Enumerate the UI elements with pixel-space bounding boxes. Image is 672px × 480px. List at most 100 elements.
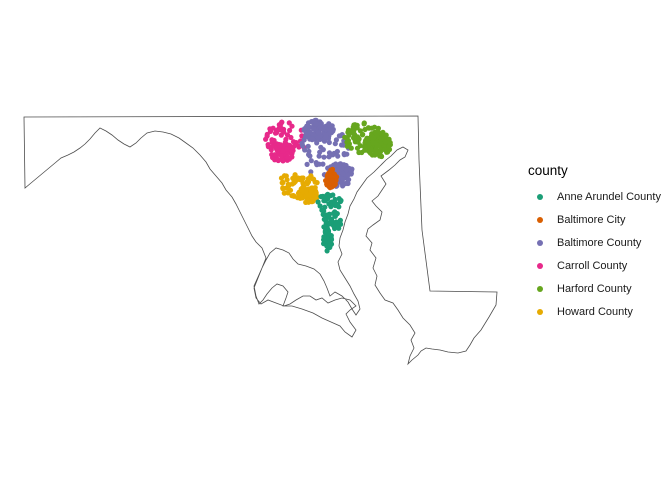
- map-point: [288, 134, 294, 141]
- legend-key: [528, 235, 548, 251]
- map-point: [273, 152, 279, 158]
- map-point: [296, 176, 303, 183]
- map-point: [322, 198, 328, 204]
- map-point: [286, 182, 292, 188]
- map-point: [326, 122, 332, 128]
- legend-key: [528, 281, 548, 297]
- map-point: [310, 136, 316, 142]
- legend-title: county: [528, 163, 568, 178]
- map-point: [321, 216, 327, 222]
- legend-item: Howard County: [528, 300, 672, 323]
- map-point: [365, 136, 371, 142]
- map-point: [317, 124, 324, 130]
- map-point: [289, 193, 295, 199]
- map-point: [330, 192, 336, 198]
- map-point: [313, 121, 320, 127]
- map-point: [324, 248, 330, 254]
- map-point: [303, 188, 309, 195]
- county-points: [263, 117, 393, 254]
- map-point: [324, 192, 330, 198]
- legend-key: [528, 304, 548, 320]
- map-point: [283, 136, 289, 142]
- map-point: [308, 169, 314, 175]
- map-point: [346, 177, 352, 183]
- map-point: [302, 147, 308, 153]
- map-point: [297, 191, 303, 198]
- map-point: [330, 152, 336, 158]
- map-point: [380, 134, 386, 140]
- map-point: [344, 143, 350, 149]
- map-point: [329, 178, 336, 184]
- legend-item: Baltimore County: [528, 231, 672, 254]
- map-point: [327, 200, 334, 206]
- map-point: [308, 188, 314, 194]
- legend-key: [528, 258, 548, 274]
- map-point: [382, 139, 388, 145]
- map-point: [308, 158, 314, 164]
- map-point: [309, 197, 315, 203]
- map-point: [354, 145, 361, 151]
- map-point: [291, 180, 297, 186]
- map-point: [356, 136, 362, 142]
- map-point: [314, 162, 320, 168]
- map-point: [378, 153, 385, 160]
- legend-item: Harford County: [528, 277, 672, 300]
- map-point: [306, 152, 312, 158]
- map-point: [287, 127, 293, 133]
- map-point: [290, 139, 297, 145]
- legend-key: [528, 212, 548, 228]
- map-point: [310, 176, 316, 182]
- legend-label: Harford County: [557, 282, 632, 295]
- map-point: [367, 150, 373, 156]
- map-point: [321, 138, 328, 144]
- map-point: [281, 173, 288, 179]
- map-point: [286, 120, 292, 126]
- map-point: [303, 131, 309, 137]
- legend-dot-icon: [537, 216, 543, 223]
- map-point: [351, 136, 357, 142]
- legend-dot-icon: [537, 262, 543, 269]
- map-point: [269, 144, 275, 150]
- map-point: [279, 180, 285, 186]
- map-point: [328, 237, 335, 243]
- map-point: [278, 121, 284, 127]
- map-point: [305, 143, 311, 149]
- map-point: [356, 149, 362, 156]
- map-point: [344, 139, 350, 145]
- map-point: [344, 151, 350, 157]
- map-point: [292, 172, 298, 178]
- map-point: [312, 185, 318, 191]
- map-point: [336, 163, 342, 169]
- map-point: [284, 177, 290, 183]
- map-point: [332, 141, 338, 147]
- map-point: [343, 167, 349, 173]
- map-point: [342, 134, 348, 140]
- map-point: [315, 135, 321, 141]
- map-point: [361, 144, 367, 150]
- map-point: [285, 154, 291, 160]
- map-point: [386, 144, 392, 150]
- map-point: [315, 199, 321, 205]
- map-point: [264, 133, 270, 139]
- map-point: [346, 130, 352, 136]
- map-point: [327, 242, 333, 248]
- map-point: [317, 149, 323, 155]
- legend-key: [528, 189, 548, 205]
- map-point: [321, 234, 327, 240]
- map-point: [273, 127, 280, 134]
- map-point: [299, 140, 305, 146]
- maryland-outline: [23, 115, 498, 366]
- map-point: [326, 139, 332, 146]
- legend-dot-icon: [537, 285, 543, 292]
- map-point: [321, 154, 327, 160]
- map-point: [359, 132, 365, 138]
- map-point: [369, 140, 375, 146]
- legend-label: Carroll County: [557, 259, 628, 272]
- map-point: [281, 129, 287, 135]
- map-point: [323, 132, 329, 138]
- legend-dot-icon: [537, 239, 543, 246]
- map-point: [303, 125, 309, 131]
- map-point: [334, 148, 340, 155]
- map-point: [335, 153, 341, 159]
- legend-dot-icon: [537, 193, 543, 200]
